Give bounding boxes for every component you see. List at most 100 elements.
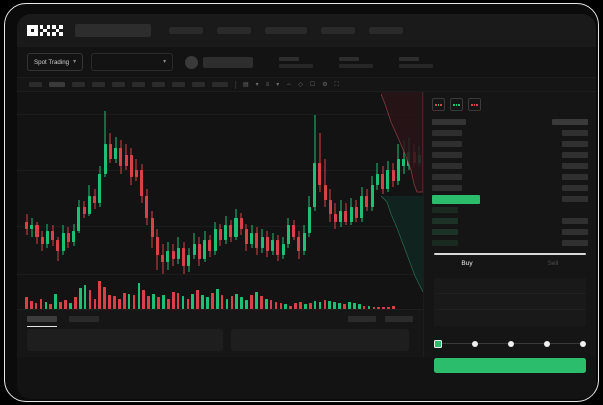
orderbook-bids-icon[interactable] [450,98,463,111]
submit-buy-button[interactable] [434,357,586,373]
orderbook-ask-row[interactable] [432,151,588,159]
timeframe-4[interactable] [92,82,105,87]
nav-item-5[interactable] [369,27,403,34]
coin-avatar [185,55,199,69]
volume-bar [29,300,33,309]
volume-bar [362,305,366,309]
nav-item-2[interactable] [217,27,251,34]
trading-pair-selector[interactable]: ▾ [91,53,174,71]
candle [244,100,248,292]
settings-gear-icon[interactable]: ⚙ [322,81,328,88]
nav-item-4[interactable] [321,27,355,34]
bottom-card-1[interactable] [27,329,223,351]
volume-bar [215,289,219,309]
chevron-down-icon: ▾ [73,59,77,65]
candle [145,100,149,292]
timeframe-1[interactable] [29,82,42,87]
orderbook-both-icon[interactable] [432,98,445,111]
order-price-field[interactable] [434,277,586,294]
market-type-selector[interactable]: Spot Trading ▾ [27,53,84,71]
orderbook-header [432,118,588,126]
tab-open-orders[interactable] [27,316,57,327]
slider-step-100[interactable] [580,340,586,347]
candle [286,100,290,292]
volume-bar [240,297,244,309]
tab-order-history[interactable] [69,316,99,322]
candle [208,100,212,292]
orderbook-ask-row[interactable] [432,173,588,181]
amount-slider[interactable] [424,339,596,348]
tab-buy[interactable]: Buy [461,259,473,267]
nav-item-3[interactable] [265,27,307,34]
candle [150,100,154,292]
order-total-field[interactable] [434,309,586,326]
volume-bar [220,295,224,309]
timeframe-8[interactable] [172,82,185,87]
nav-item-1[interactable] [169,27,203,34]
volume-bar [166,298,170,309]
orderbook-mark-price[interactable] [432,194,588,204]
orderbook-ask-row[interactable] [432,184,588,192]
candle [45,100,49,292]
bottom-card-2[interactable] [231,329,409,351]
camera-icon[interactable]: ☐ [309,81,316,88]
price-chart-panel[interactable] [17,92,423,357]
timeframe-2[interactable] [49,82,65,87]
toolbar-divider [235,80,236,89]
candle [134,100,138,292]
ruler-icon[interactable]: ◇ [298,81,303,88]
orderbook-asks-icon[interactable] [468,98,481,111]
orderbook-ask-row[interactable] [432,162,588,170]
volume-bar [122,292,126,309]
candle [402,100,406,292]
timeframe-3[interactable] [72,82,85,87]
tab-sell[interactable]: Sell [547,259,559,267]
order-amount-field[interactable] [434,293,586,310]
orderbook-bid-row[interactable] [432,239,588,247]
timeframe-7[interactable] [152,82,165,87]
bottom-action-1[interactable] [348,316,376,322]
market-type-label: Spot Trading [34,58,70,66]
bottom-action-2[interactable] [385,316,413,322]
volume-bar [157,297,160,309]
indicators-icon[interactable]: ≡ [265,81,270,88]
candle [197,100,201,292]
volume-bar [304,304,307,309]
device-frame: Spot Trading ▾ ▾ [4,3,599,402]
volume-bar [225,298,229,309]
app-screen: Spot Trading ▾ ▾ [17,14,596,399]
candle [119,100,123,292]
candle [349,100,353,292]
timeframe-9[interactable] [192,82,205,87]
chevron-down-icon[interactable]: ▾ [255,81,259,88]
timeframe-6[interactable] [132,82,145,87]
candle [155,100,159,292]
orderbook-bid-row[interactable] [432,217,588,225]
slider-step-50[interactable] [508,340,514,347]
orderbook-panel: Buy Sell [423,92,596,373]
orderbook-ask-row[interactable] [432,140,588,148]
slider-step-25[interactable] [472,340,478,347]
line-chart-icon[interactable]: ∽ [286,81,292,88]
orderbook-ask-row[interactable] [432,129,588,137]
timeframe-5[interactable] [112,82,125,87]
candle [30,100,34,292]
slider-step-75[interactable] [544,340,550,347]
stat-24h-change [279,56,314,68]
fullscreen-icon[interactable]: ⛶ [334,81,339,88]
volume-bar [152,293,155,309]
orderbook-bid-row[interactable] [432,206,588,214]
slider-handle[interactable] [434,339,442,348]
orderbook-bid-row[interactable] [432,228,588,236]
timeframe-10[interactable] [212,82,228,87]
candle [114,100,118,292]
okx-logo-icon[interactable] [27,25,63,36]
volume-bar [93,298,97,309]
candlestick-chart-icon[interactable]: ▤ [243,81,249,88]
volume-bar [308,303,312,309]
search-input[interactable] [75,24,151,37]
candle [354,100,358,292]
volume-bar [338,303,341,309]
chevron-down-icon[interactable]: ▾ [276,81,280,88]
